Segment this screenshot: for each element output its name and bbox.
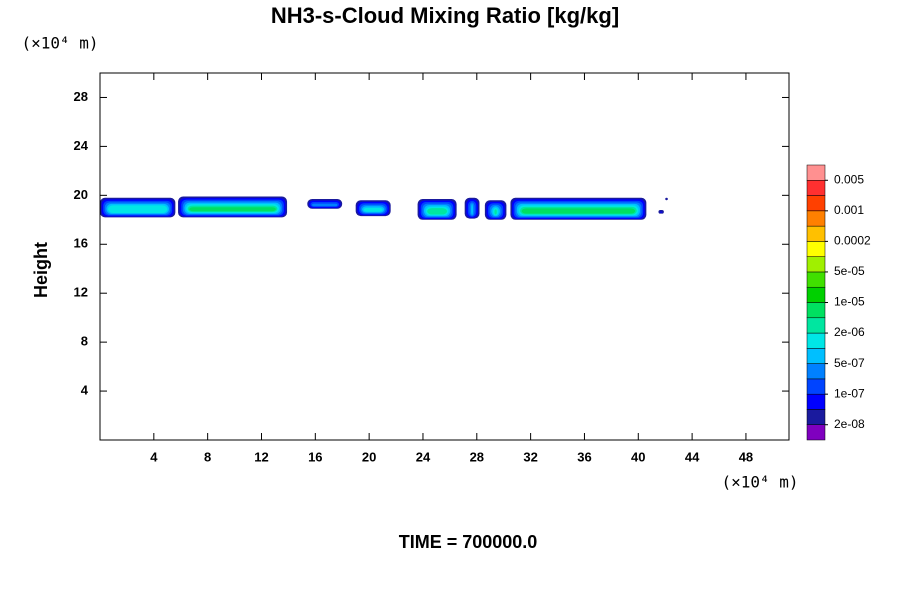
y-unit: (×10⁴ m) xyxy=(21,34,98,53)
colorbar-swatch xyxy=(806,363,826,380)
cloud-region xyxy=(660,211,663,213)
colorbar-swatch xyxy=(806,424,826,441)
x-tick-label: 48 xyxy=(739,449,753,464)
colorbar-swatch xyxy=(806,332,826,349)
cloud-region xyxy=(108,205,168,213)
cloud-region xyxy=(363,207,383,212)
cloud-region xyxy=(521,208,636,214)
colorbar-swatch xyxy=(806,256,826,273)
x-tick-label: 20 xyxy=(362,449,376,464)
colorbar-swatch xyxy=(806,164,826,181)
y-tick-label: 24 xyxy=(74,138,89,153)
colorbar-label: 1e-07 xyxy=(834,386,865,400)
colorbar-swatch xyxy=(806,271,826,288)
cloud-region xyxy=(427,208,448,215)
cloud-region xyxy=(189,207,276,212)
colorbar-swatch xyxy=(806,348,826,364)
colorbar-swatch xyxy=(806,393,826,410)
cloud-region xyxy=(312,203,338,207)
y-axis-label: Height xyxy=(31,242,51,298)
y-tick-label: 16 xyxy=(74,236,88,251)
x-tick-label: 24 xyxy=(416,449,431,464)
plot-frame xyxy=(99,72,790,441)
colorbar-swatch xyxy=(806,302,826,319)
colorbar-swatch xyxy=(806,286,826,303)
colorbar-label: 0.005 xyxy=(834,172,864,186)
x-tick-label: 8 xyxy=(204,449,211,464)
x-tick-label: 4 xyxy=(150,449,158,464)
cloud-region xyxy=(494,209,497,215)
x-tick-label: 28 xyxy=(470,449,484,464)
colorbar-label: 5e-05 xyxy=(834,264,865,278)
colorbar-swatch xyxy=(806,378,826,395)
x-unit: (×10⁴ m) xyxy=(721,473,798,492)
colorbar-label: 1e-05 xyxy=(834,295,865,309)
y-tick-label: 28 xyxy=(74,89,88,104)
x-tick-label: 12 xyxy=(254,449,268,464)
colorbar-swatch xyxy=(806,225,826,242)
colorbar-label: 2e-08 xyxy=(834,417,865,431)
colorbar-swatch xyxy=(806,210,826,227)
chart-title: NH3-s-Cloud Mixing Ratio [kg/kg] xyxy=(271,3,619,28)
x-tick-label: 36 xyxy=(577,449,591,464)
colorbar-label: 0.001 xyxy=(834,203,864,217)
colorbar-label: 5e-07 xyxy=(834,356,865,370)
x-tick-label: 32 xyxy=(523,449,537,464)
x-tick-label: 16 xyxy=(308,449,322,464)
colorbar-swatch xyxy=(806,195,826,212)
x-tick-label: 40 xyxy=(631,449,645,464)
y-tick-label: 4 xyxy=(81,383,89,398)
cloud-region xyxy=(471,203,474,216)
footer: TIME = 700000.0 xyxy=(399,532,538,552)
colorbar-swatch xyxy=(806,317,826,334)
y-tick-label: 12 xyxy=(74,285,88,300)
x-tick-label: 44 xyxy=(685,449,700,464)
colorbar-label: 2e-06 xyxy=(834,325,865,339)
colorbar-swatch xyxy=(806,241,826,257)
y-tick-label: 20 xyxy=(74,187,88,202)
cloud-region xyxy=(665,197,668,201)
colorbar-label: 0.0002 xyxy=(834,234,871,248)
colorbar-swatch xyxy=(806,180,826,196)
colorbar-swatch xyxy=(806,409,826,425)
y-tick-label: 8 xyxy=(81,334,88,349)
